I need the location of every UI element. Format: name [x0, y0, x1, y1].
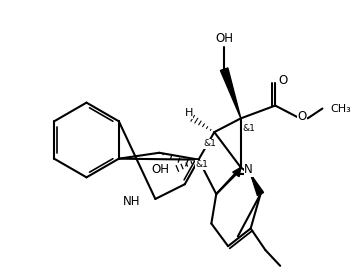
- Polygon shape: [251, 174, 264, 196]
- Text: O: O: [279, 73, 288, 86]
- Polygon shape: [233, 168, 241, 177]
- Text: CH₃: CH₃: [330, 103, 351, 113]
- Text: H: H: [184, 108, 193, 118]
- Polygon shape: [221, 68, 241, 118]
- Text: &1: &1: [203, 139, 216, 148]
- Text: OH: OH: [151, 163, 169, 176]
- Text: &1: &1: [195, 160, 208, 169]
- Text: O: O: [297, 110, 307, 123]
- Text: OH: OH: [215, 32, 233, 45]
- Text: NH: NH: [123, 195, 141, 208]
- Text: N: N: [244, 163, 253, 176]
- Text: &1: &1: [242, 124, 255, 133]
